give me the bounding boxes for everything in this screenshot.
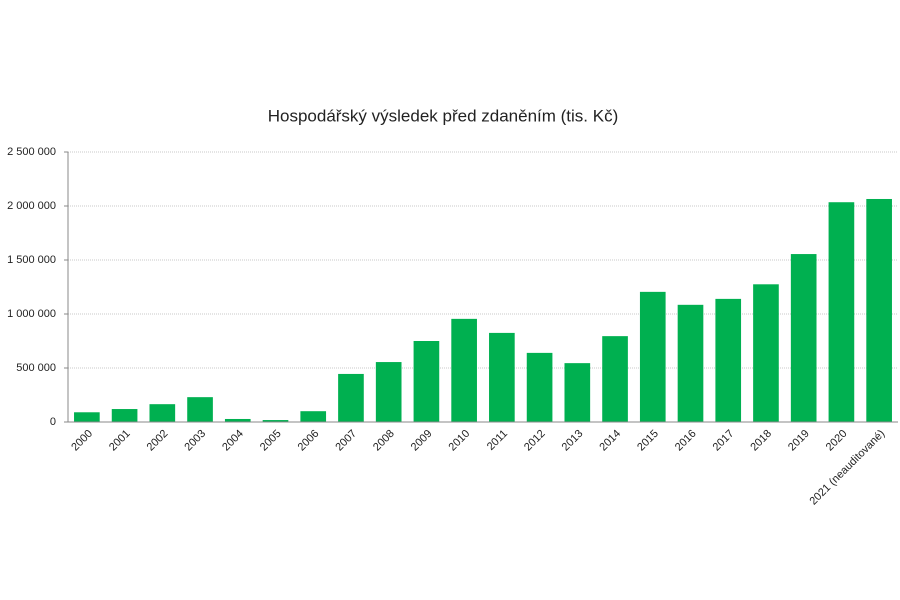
x-tick-label: 2001 <box>107 428 133 454</box>
bar <box>602 336 628 422</box>
x-tick-label: 2014 <box>597 428 623 454</box>
y-tick-label: 1 500 000 <box>7 254 56 266</box>
x-tick-label: 2004 <box>220 428 246 454</box>
x-tick-label: 2018 <box>748 428 774 454</box>
bar <box>489 332 515 422</box>
bar <box>715 298 742 422</box>
bar <box>74 412 100 422</box>
x-tick-label: 2019 <box>786 428 812 454</box>
x-tick-label: 2015 <box>635 428 661 454</box>
x-tick-label: 2000 <box>69 428 95 454</box>
bar <box>451 318 477 422</box>
bar <box>526 352 553 422</box>
bar <box>828 202 855 422</box>
x-tick-label: 2021 (neauditované) <box>807 428 887 508</box>
x-tick-label: 2013 <box>560 428 586 454</box>
bar <box>866 198 892 422</box>
bar <box>413 341 440 422</box>
x-tick-label: 2012 <box>522 428 548 454</box>
bar <box>300 411 327 422</box>
x-tick-label: 2008 <box>371 428 397 454</box>
x-tick-label: 2016 <box>673 428 699 454</box>
bar <box>564 363 591 422</box>
y-tick-label: 500 000 <box>16 362 56 374</box>
x-tick-label: 2006 <box>296 428 322 454</box>
y-tick-label: 2 000 000 <box>7 200 56 212</box>
y-tick-label: 1 000 000 <box>7 308 56 320</box>
x-tick-label: 2017 <box>711 428 737 454</box>
bar <box>111 409 138 422</box>
y-tick-label: 2 500 000 <box>7 146 56 158</box>
bar <box>187 397 213 422</box>
x-tick-label: 2010 <box>447 428 473 454</box>
x-tick-label: 2011 <box>485 428 510 453</box>
bar <box>753 284 779 422</box>
x-tick-label: 2002 <box>145 428 171 454</box>
bar <box>262 420 289 422</box>
bar <box>149 404 176 422</box>
bar <box>338 373 364 422</box>
bar <box>639 291 666 422</box>
bar <box>375 362 402 422</box>
bar <box>790 254 817 422</box>
bar <box>677 304 704 422</box>
x-tick-label: 2007 <box>333 428 359 454</box>
chart-title: Hospodářský výsledek před zdaněním (tis.… <box>268 106 619 125</box>
y-tick-label: 0 <box>50 416 56 428</box>
x-tick-label: 2005 <box>258 428 284 454</box>
bar <box>224 418 251 422</box>
x-tick-label: 2009 <box>409 428 435 454</box>
x-tick-label: 2003 <box>182 428 208 454</box>
x-tick-label: 2020 <box>824 428 850 454</box>
